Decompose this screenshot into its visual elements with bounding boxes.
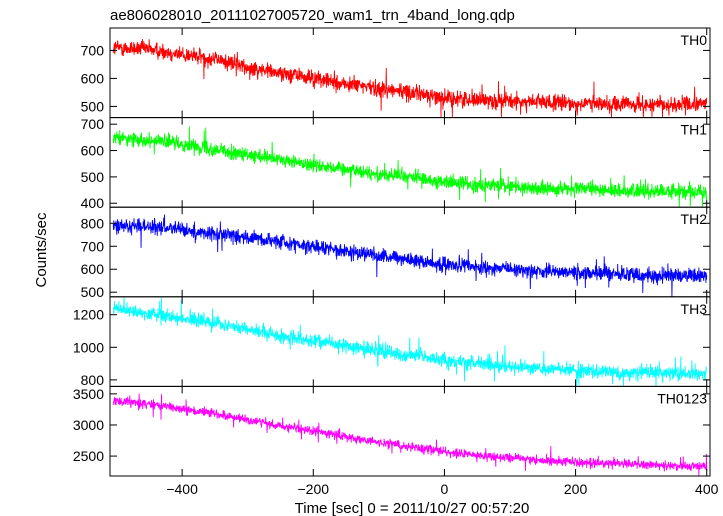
x-tick-label: −200 <box>298 481 330 497</box>
y-axis-label: Counts/sec <box>33 212 50 288</box>
y-tick-label: 700 <box>81 238 105 254</box>
y-tick-label: 2500 <box>73 448 104 464</box>
y-tick-label: 3000 <box>73 417 104 433</box>
panel-label-th1: TH1 <box>681 122 708 138</box>
y-tick-label: 600 <box>81 143 105 159</box>
panel-label-th0123: TH0123 <box>657 390 707 406</box>
panel-frame <box>109 206 711 298</box>
x-axis-label: Time [sec] 0 = 2011/10/27 00:57:20 <box>295 500 530 516</box>
panel-frame <box>109 27 711 119</box>
x-tick-label: 400 <box>695 481 719 497</box>
y-tick-label: 500 <box>81 284 105 300</box>
panel-th3: 800 1000 1200 TH3 <box>73 296 711 388</box>
y-tick-label: 700 <box>81 42 105 58</box>
panel-label-th0: TH0 <box>681 32 708 48</box>
x-tick-label: −400 <box>166 481 198 497</box>
y-tick-label: 800 <box>81 372 105 388</box>
x-axis: −400 −200 0 200 400 <box>166 481 718 497</box>
panel-label-th3: TH3 <box>681 301 708 317</box>
series-line-th3 <box>112 296 708 387</box>
y-tick-label: 600 <box>81 70 105 86</box>
series-line-th0123 <box>112 393 708 477</box>
y-tick-label: 600 <box>81 261 105 277</box>
y-tick-label: 500 <box>81 169 105 185</box>
x-tick-label: 0 <box>441 481 449 497</box>
y-tick-label: 700 <box>81 116 105 132</box>
panel-th1: 400 500 600 700 TH1 <box>81 116 711 211</box>
y-tick-label: 500 <box>81 98 105 114</box>
panels-layer: 500 600 700 TH0 400 500 600 700 TH1 500 600 700 800 T… <box>73 27 719 497</box>
y-tick-label: 400 <box>81 195 105 211</box>
panel-th0123: 2500 3000 3500 TH0123 <box>73 385 711 477</box>
series-line-th2 <box>112 214 708 297</box>
panel-label-th2: TH2 <box>681 211 708 227</box>
panel-th2: 500 600 700 800 TH2 <box>81 206 711 300</box>
y-tick-label: 800 <box>81 215 105 231</box>
y-tick-label: 1200 <box>73 307 104 323</box>
series-line-th0 <box>112 38 708 118</box>
series-line-th1 <box>112 126 708 208</box>
panel-th0: 500 600 700 TH0 <box>81 27 711 119</box>
panel-frame <box>109 385 711 477</box>
chart-title: ae806028010_20111027005720_wam1_trn_4ban… <box>110 7 515 24</box>
y-tick-label: 1000 <box>73 339 104 355</box>
y-tick-label: 3500 <box>73 386 104 402</box>
x-tick-label: 200 <box>564 481 588 497</box>
